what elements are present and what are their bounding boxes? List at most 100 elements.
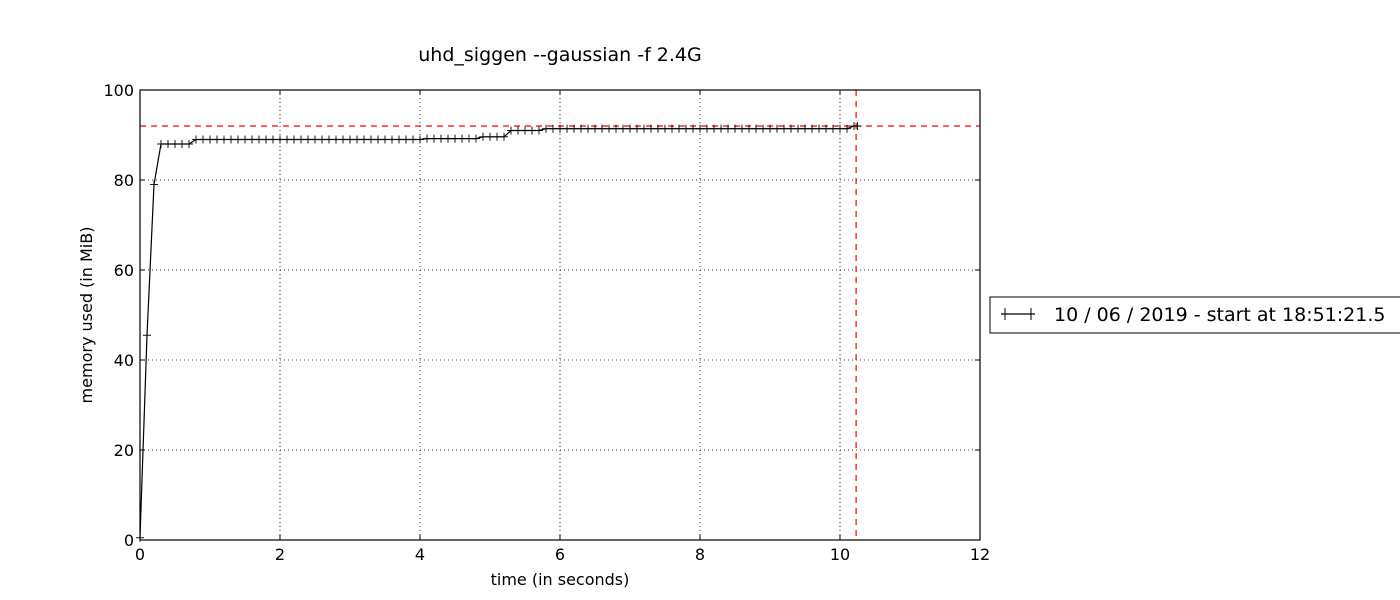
data-point	[668, 124, 676, 133]
data-point	[416, 135, 424, 144]
data-point	[619, 124, 627, 133]
data-point	[220, 135, 228, 144]
y-tick-label: 80	[114, 171, 134, 190]
data-point	[402, 135, 410, 144]
data-point	[486, 132, 494, 141]
data-point	[248, 135, 256, 144]
data-point	[262, 135, 270, 144]
data-point	[563, 124, 571, 133]
data-point	[311, 135, 319, 144]
data-point	[822, 124, 830, 133]
data-point	[752, 124, 760, 133]
data-point	[304, 135, 312, 144]
y-tick-label: 40	[114, 351, 134, 370]
x-tick-label: 12	[970, 545, 990, 564]
data-point	[227, 135, 235, 144]
data-point	[759, 124, 767, 133]
data-point	[451, 134, 459, 143]
chart-title: uhd_siggen --gaussian -f 2.4G	[418, 44, 702, 66]
x-tick-label: 6	[555, 545, 565, 564]
data-point	[661, 124, 669, 133]
data-point	[178, 140, 186, 148]
data-point	[346, 135, 354, 144]
data-point	[724, 124, 732, 133]
data-point	[255, 135, 263, 144]
data-point	[297, 135, 305, 144]
data-point	[150, 180, 158, 189]
x-tick-label: 2	[275, 545, 285, 564]
data-point	[605, 124, 613, 133]
data-point	[829, 124, 837, 133]
data-point	[430, 134, 438, 143]
data-point	[325, 135, 333, 144]
data-point	[507, 126, 515, 135]
data-point	[388, 135, 396, 144]
data-point	[353, 135, 361, 144]
data-point	[213, 135, 221, 144]
data-point	[367, 135, 375, 144]
data-point	[500, 132, 508, 141]
data-point	[591, 124, 599, 133]
data-point	[493, 132, 501, 141]
data-point	[143, 331, 151, 340]
data-point	[444, 134, 452, 143]
data-point	[171, 140, 179, 148]
data-point	[269, 135, 277, 144]
data-point	[633, 124, 641, 133]
data-point	[318, 135, 326, 144]
data-point	[717, 124, 725, 133]
data-point	[199, 135, 207, 144]
data-point	[472, 134, 480, 143]
data-point	[528, 126, 536, 135]
y-tick-label: 60	[114, 261, 134, 280]
data-point	[521, 126, 529, 135]
data-point	[283, 135, 291, 144]
data-point	[696, 124, 704, 133]
data-point	[157, 140, 165, 148]
data-point	[801, 124, 809, 133]
data-point	[458, 134, 466, 143]
axis-ticks: 0 2 4 6 8 10 12 0 20 40 60 80 100	[103, 81, 990, 564]
data-point	[808, 124, 816, 133]
data-point	[437, 134, 445, 143]
y-tick-label: 0	[124, 531, 134, 550]
x-tick-label: 10	[830, 545, 850, 564]
data-point	[556, 124, 564, 133]
data-point	[395, 135, 403, 144]
data-point	[423, 134, 431, 143]
data-point	[773, 124, 781, 133]
data-point	[703, 124, 711, 133]
data-point	[612, 124, 620, 133]
data-point	[206, 135, 214, 144]
x-tick-label: 8	[695, 545, 705, 564]
data-point	[689, 124, 697, 133]
data-point	[731, 124, 739, 133]
data-point	[745, 124, 753, 133]
data-point	[577, 124, 585, 133]
data-point	[381, 135, 389, 144]
legend: 10 / 06 / 2019 - start at 18:51:21.5	[989, 296, 1400, 334]
data-point	[815, 124, 823, 133]
data-point	[542, 124, 550, 133]
data-point	[682, 124, 690, 133]
data-point	[479, 132, 487, 141]
data-point	[654, 124, 662, 133]
data-point	[164, 140, 172, 148]
data-point	[675, 124, 683, 133]
data-point	[836, 124, 844, 133]
data-point	[549, 124, 557, 133]
data-point	[766, 124, 774, 133]
y-tick-label: 100	[103, 81, 134, 100]
data-point	[780, 124, 788, 133]
data-point	[514, 126, 522, 135]
data-point	[853, 122, 862, 130]
grid	[140, 90, 980, 540]
data-point	[535, 126, 543, 135]
data-point	[584, 124, 592, 133]
data-point	[276, 135, 284, 144]
data-point	[241, 135, 249, 144]
data-point	[234, 135, 242, 144]
data-point	[409, 135, 417, 144]
y-axis-label: memory used (in MiB)	[77, 227, 96, 404]
